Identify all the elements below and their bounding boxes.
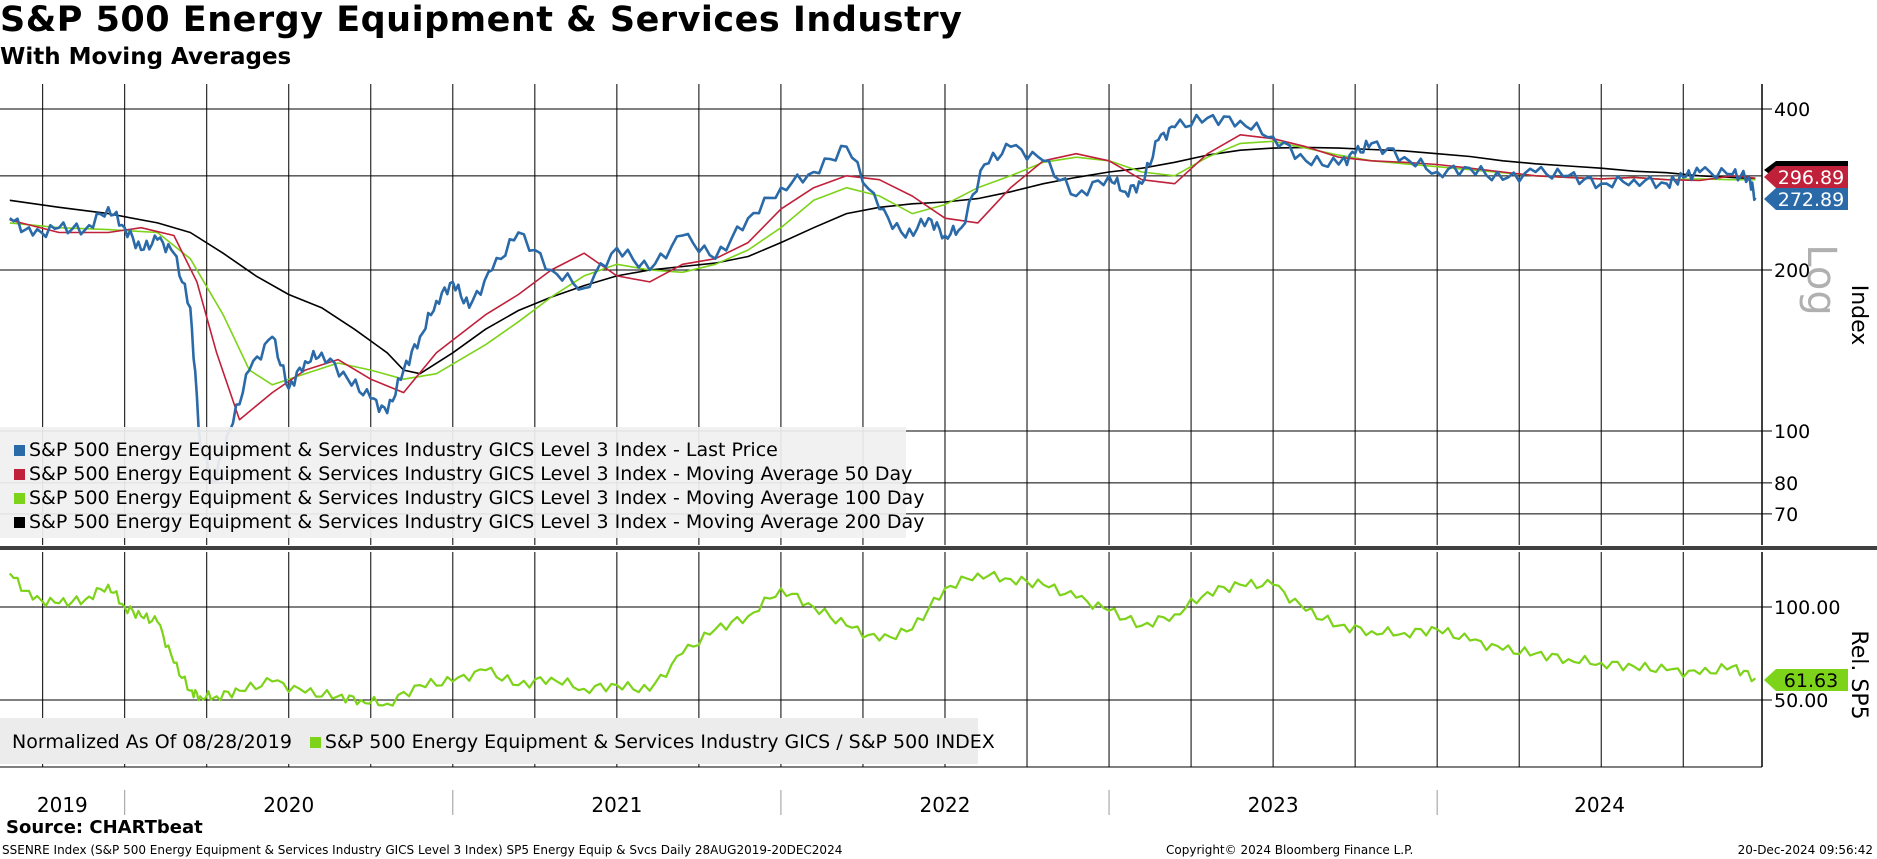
chart-subtitle: With Moving Averages <box>0 44 292 70</box>
legend-swatch-black <box>14 516 25 528</box>
x-tick-label: 2022 <box>920 793 971 817</box>
legend-label: S&P 500 Energy Equipment & Services Indu… <box>29 439 778 461</box>
y-tick-label: 100.00 <box>1774 597 1840 619</box>
x-tick-label: 2021 <box>591 793 642 817</box>
legend-label: S&P 500 Energy Equipment & Services Indu… <box>29 487 925 509</box>
value-callout-text: 272.89 <box>1778 189 1844 211</box>
footer-copyright: Copyright© 2024 Bloomberg Finance L.P. <box>1166 843 1414 857</box>
lower-legend-content: Normalized As Of 08/28/2019 S&P 500 Ener… <box>12 731 995 753</box>
panel-divider <box>0 546 1877 550</box>
value-callout-text: 61.63 <box>1784 670 1838 692</box>
legend-item-last-price[interactable]: S&P 500 Energy Equipment & Services Indu… <box>14 439 778 461</box>
value-callout-text: 296.89 <box>1778 167 1844 189</box>
y-axis-label: Rel. SP5 <box>1846 630 1871 719</box>
legend-swatch-blue <box>14 444 25 456</box>
value-callout-shape <box>1764 188 1848 210</box>
legend-label: S&P 500 Energy Equipment & Services Indu… <box>29 463 913 485</box>
series-line <box>9 140 1756 386</box>
scale-label: Log <box>1798 244 1844 315</box>
y-tick-label: 80 <box>1774 473 1798 495</box>
y-tick-label: 50.00 <box>1774 690 1828 712</box>
chart-title: S&P 500 Energy Equipment & Services Indu… <box>0 0 963 40</box>
series-line <box>9 134 1756 421</box>
x-tick-label: 2019 <box>37 793 88 817</box>
legend-label: S&P 500 Energy Equipment & Services Indu… <box>324 731 995 753</box>
value-callout-shape <box>1764 166 1848 188</box>
x-tick-label: 2023 <box>1248 793 1299 817</box>
last-value-ma50: 296.89 <box>1764 166 1848 189</box>
y-tick-label: 100 <box>1774 421 1810 443</box>
y-tick-label: 400 <box>1774 99 1810 121</box>
last-value-relative: 61.63 <box>1764 669 1848 692</box>
y-tick-label: 70 <box>1774 504 1798 526</box>
x-tick-label: 2020 <box>263 793 314 817</box>
y-tick-label: 200 <box>1774 260 1810 282</box>
y-axis-label: Index <box>1846 285 1871 346</box>
value-callout-shape <box>1764 669 1848 691</box>
footer-timestamp: 20-Dec-2024 09:56:42 <box>1737 843 1873 857</box>
footer-index-description: SSENRE Index (S&P 500 Energy Equipment &… <box>2 843 843 857</box>
legend-item-ma200[interactable]: S&P 500 Energy Equipment & Services Indu… <box>14 511 924 533</box>
legend-item-ma50[interactable]: S&P 500 Energy Equipment & Services Indu… <box>14 463 912 485</box>
series-line <box>8 570 1757 707</box>
legend-swatch-red <box>14 468 25 480</box>
legend-swatch-green <box>309 736 321 748</box>
x-tick-label: 2024 <box>1574 793 1625 817</box>
legend-item-ma100[interactable]: S&P 500 Energy Equipment & Services Indu… <box>14 487 924 509</box>
normalized-note: Normalized As Of 08/28/2019 <box>12 731 292 753</box>
last-value-price: 272.89 <box>1764 188 1848 211</box>
legend-swatch-green <box>14 492 25 504</box>
legend-label: S&P 500 Energy Equipment & Services Indu… <box>29 511 925 533</box>
lower-legend <box>0 718 978 764</box>
source-label: Source: CHARTbeat <box>6 817 203 838</box>
upper-legend <box>0 427 906 538</box>
